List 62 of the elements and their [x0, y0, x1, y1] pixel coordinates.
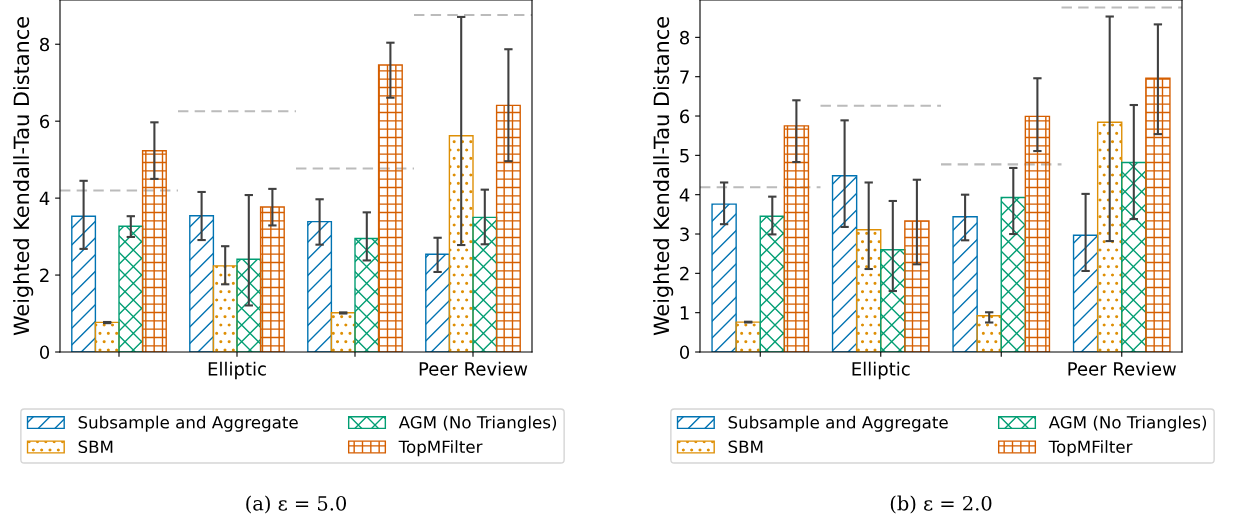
bar	[377, 64, 403, 352]
bar	[71, 215, 97, 352]
bar	[307, 220, 333, 352]
text: (a) ε = 5.0	[246, 495, 347, 514]
bar	[448, 135, 474, 352]
legend-label: TopMFilter	[1048, 440, 1133, 457]
bar	[118, 225, 144, 352]
bar	[904, 220, 930, 352]
bar	[783, 125, 810, 352]
bar	[855, 228, 882, 352]
bar	[880, 249, 906, 352]
x-tick-label: Elliptic	[208, 361, 266, 380]
x-tick-label: Peer Review	[419, 361, 528, 376]
bar	[472, 216, 498, 352]
x-tick-label: Peer Review	[1068, 361, 1177, 376]
legend-label: TopMFilter	[398, 440, 483, 457]
y-axis-title: Weighted Kendall-Tau Distance	[653, 17, 674, 336]
bar	[711, 203, 737, 352]
legend-label: SBM	[728, 440, 763, 454]
legend-label: AGM (No Triangles)	[398, 415, 557, 432]
text: (b) ε = 2.0	[890, 495, 992, 514]
bar	[1024, 115, 1051, 352]
y-tick-label: 5	[680, 149, 689, 163]
legend-label: Subsample and Aggregate	[78, 415, 298, 432]
y-tick-label: 8	[40, 37, 50, 52]
y-tick-label: 6	[40, 114, 50, 129]
bar	[94, 321, 120, 352]
bar	[354, 237, 380, 352]
bar	[330, 312, 356, 352]
bar	[259, 206, 285, 352]
y-tick-label: 3	[680, 227, 689, 242]
legend-label: Subsample and Aggregate	[728, 415, 948, 432]
legend-label: AGM (No Triangles)	[1048, 415, 1207, 432]
y-tick-label: 0	[679, 345, 690, 360]
bar	[425, 253, 451, 352]
bar	[1121, 161, 1147, 352]
bar	[831, 175, 858, 352]
y-tick-label: 4	[679, 188, 690, 202]
bar	[759, 215, 786, 352]
bar	[1145, 77, 1171, 352]
bar	[1000, 196, 1027, 352]
legend-label: SBM	[78, 440, 113, 454]
bar	[1096, 121, 1123, 352]
bar	[212, 265, 238, 352]
y-tick-label: 4	[39, 191, 50, 205]
bar	[735, 321, 761, 352]
bar	[495, 104, 521, 352]
y-tick-label: 2	[40, 268, 49, 282]
y-tick-label: 7	[680, 70, 689, 84]
y-tick-label: 0	[39, 345, 50, 360]
bar	[1072, 234, 1099, 352]
bar	[236, 258, 262, 352]
bar	[976, 315, 1002, 352]
bar	[189, 215, 215, 352]
y-tick-label: 2	[680, 266, 689, 281]
y-tick-label: 1	[680, 306, 689, 320]
y-tick-label: 6	[680, 109, 690, 124]
x-tick-label: Elliptic	[852, 361, 910, 380]
y-axis-title: Weighted Kendall-Tau Distance	[13, 17, 34, 336]
bar	[141, 150, 167, 352]
y-tick-label: 8	[680, 30, 690, 45]
bar	[952, 216, 978, 352]
